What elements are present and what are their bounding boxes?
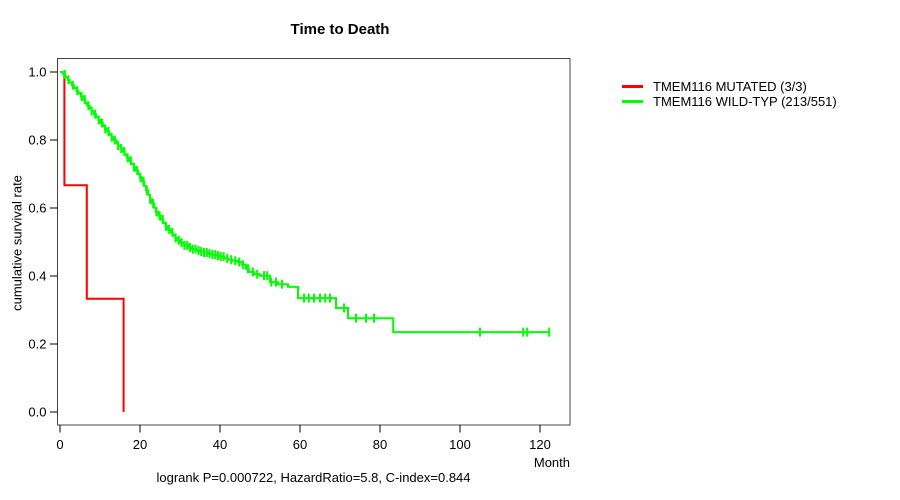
stats-caption: logrank P=0.000722, HazardRatio=5.8, C-i… [156, 470, 471, 485]
legend-line-1 [622, 100, 643, 103]
y-tick-label: 0.4 [28, 269, 46, 284]
legend-item-mutated: TMEM116 MUTATED (3/3) [622, 79, 837, 94]
legend-label-mutated: TMEM116 MUTATED (3/3) [653, 79, 807, 94]
x-tick-label: 60 [293, 437, 307, 452]
x-tick-label: 80 [373, 437, 387, 452]
legend: TMEM116 MUTATED (3/3) TMEM116 WILD-TYP (… [622, 79, 837, 109]
y-tick-label: 0.0 [28, 405, 46, 420]
km-curve-0 [60, 71, 125, 412]
x-tick-label: 20 [133, 437, 147, 452]
legend-label-wildtyp: TMEM116 WILD-TYP (213/551) [653, 94, 837, 109]
y-tick-label: 0.6 [28, 201, 46, 216]
km-curve-1 [60, 71, 550, 334]
x-tick-label: 40 [213, 437, 227, 452]
plot-box [56, 57, 571, 426]
legend-line-0 [622, 85, 643, 88]
y-tick-label: 1.0 [28, 65, 46, 80]
x-tick-label: 100 [449, 437, 471, 452]
chart-title: Time to Death [290, 21, 390, 38]
x-tick-label: 120 [529, 437, 551, 452]
y-tick-label: 0.8 [28, 133, 46, 148]
x-axis-label: Month [533, 455, 570, 470]
x-tick-label: 0 [56, 437, 63, 452]
y-tick-label: 0.2 [28, 337, 46, 352]
legend-item-wildtyp: TMEM116 WILD-TYP (213/551) [622, 94, 837, 109]
